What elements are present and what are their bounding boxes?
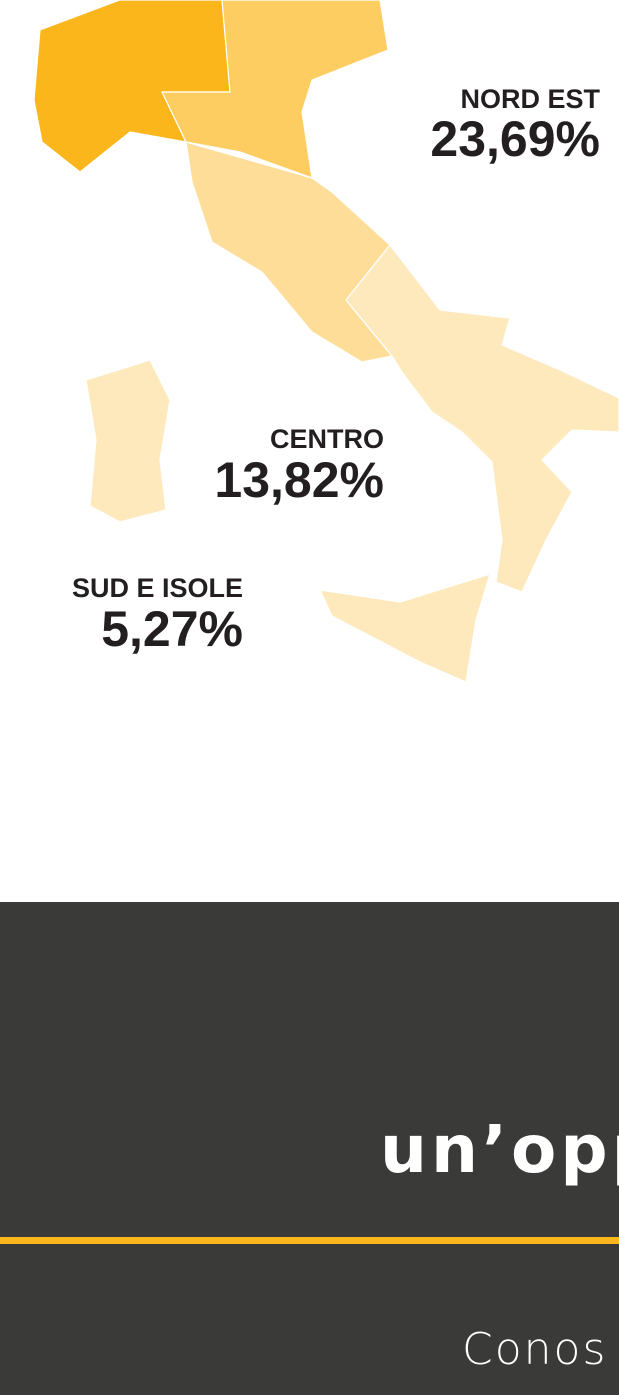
region-centre bbox=[185, 141, 393, 363]
sardinia bbox=[85, 359, 171, 523]
footer-background bbox=[0, 902, 619, 1395]
map bbox=[33, 0, 619, 683]
region-value: 13,82% bbox=[214, 452, 384, 508]
tagline: Conos bbox=[462, 1324, 607, 1375]
sicily bbox=[319, 573, 491, 683]
region-value: 23,69% bbox=[430, 111, 600, 167]
brand: un’opp bbox=[380, 1111, 619, 1188]
region-name: NORD EST bbox=[460, 84, 600, 114]
region-value: 5,27% bbox=[101, 601, 243, 657]
region-south bbox=[345, 244, 619, 593]
divider bbox=[0, 1237, 619, 1244]
region-name: CENTRO bbox=[270, 424, 384, 454]
region-name: SUD E ISOLE bbox=[72, 573, 243, 603]
